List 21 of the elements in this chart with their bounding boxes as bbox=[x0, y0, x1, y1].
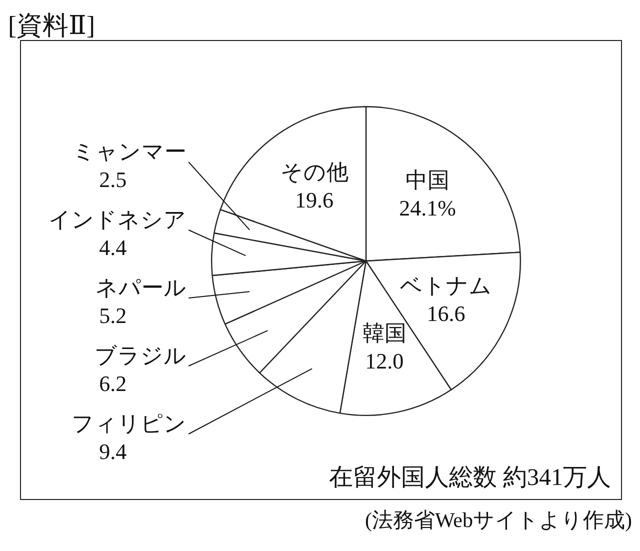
data-label: 9.4 bbox=[99, 438, 127, 464]
data-label: 4.4 bbox=[99, 234, 127, 260]
data-label: 6.2 bbox=[99, 370, 127, 396]
data-label: 24.1% bbox=[399, 196, 456, 221]
slice-label: ネパール bbox=[96, 274, 187, 300]
data-label: 16.6 bbox=[426, 300, 466, 326]
chart-title: [資料Ⅱ] bbox=[8, 10, 96, 40]
slice-label: インドネシア bbox=[48, 206, 187, 232]
data-label: 19.6 bbox=[295, 188, 334, 213]
slice-label: 中国 bbox=[406, 168, 450, 193]
slice-label: その他 bbox=[280, 160, 348, 185]
text: (法務省Webサイトより作成) bbox=[364, 507, 632, 534]
slice-label: ブラジル bbox=[94, 342, 187, 368]
slice-label: 韓国 bbox=[362, 320, 406, 346]
data-label: 2.5 bbox=[99, 166, 127, 192]
slice-label: ミャンマー bbox=[72, 138, 187, 164]
data-label: 5.2 bbox=[99, 302, 127, 328]
data-label: 12.0 bbox=[365, 348, 404, 374]
slice-label: ベトナム bbox=[400, 272, 492, 298]
text: 在留外国人総数 約341万人 bbox=[329, 464, 611, 493]
slice-label: フィリピン bbox=[72, 410, 187, 436]
